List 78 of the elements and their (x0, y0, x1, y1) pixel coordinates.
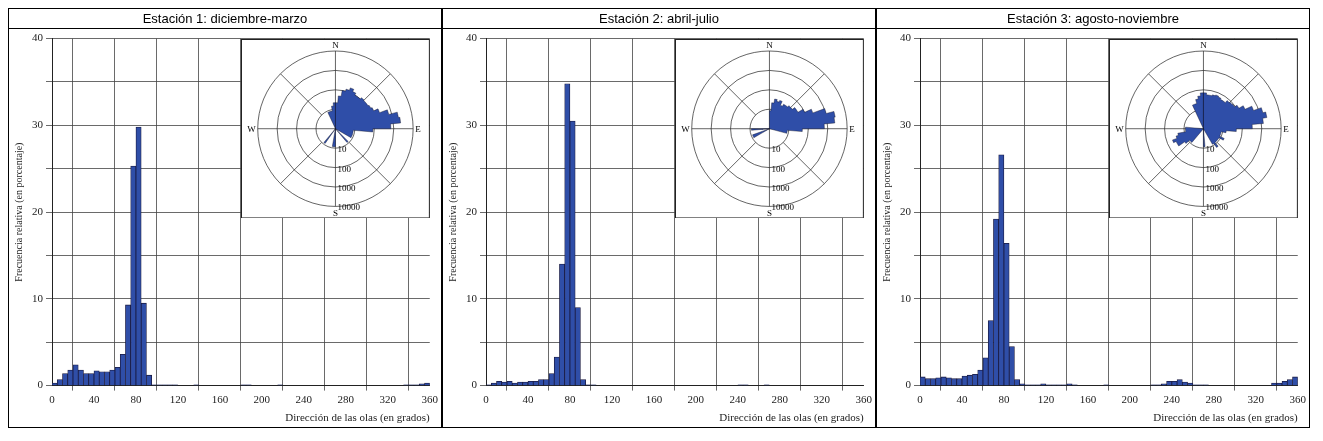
annotation: 100 (1205, 163, 1220, 174)
y-tick-label: 40 (900, 31, 912, 44)
annotation: S (1200, 208, 1206, 219)
x-tick-label: 240 (1163, 393, 1181, 406)
annotation: 10 (1205, 143, 1215, 154)
y-tick-label: 0 (37, 378, 44, 391)
x-tick-label: 40 (88, 393, 100, 406)
annotation: N (332, 39, 340, 50)
x-tick-label: 200 (1121, 393, 1139, 406)
x-tick-label: 280 (1205, 393, 1223, 406)
annotation: W (247, 123, 257, 134)
y-tick-label: 20 (900, 204, 912, 217)
x-tick-label: 160 (645, 393, 663, 406)
y-tick-label: 20 (32, 204, 44, 217)
x-tick-label: 80 (998, 393, 1010, 406)
y-axis-title: Frecuencia relativa (en porcentaje) (12, 142, 25, 282)
x-axis-title: Dirección de las olas (en grados) (285, 411, 431, 425)
x-tick-label: 160 (1079, 393, 1097, 406)
x-tick-label: 320 (813, 393, 831, 406)
annotation: 1000 (771, 182, 790, 193)
chart-title: Estación 3: agosto-noviembre (877, 9, 1309, 29)
x-tick-label: 360 (855, 393, 873, 406)
x-axis-title: Dirección de las olas (en grados) (1153, 411, 1299, 425)
annotation: N (1200, 39, 1208, 50)
annotation: 100 (771, 163, 786, 174)
annotation: 1000 (337, 182, 356, 193)
x-tick-label: 120 (169, 393, 187, 406)
chart-title: Estación 1: diciembre-marzo (9, 9, 441, 29)
annotation: W (681, 123, 691, 134)
annotation: 10000 (337, 202, 361, 213)
y-tick-label: 0 (905, 378, 912, 391)
x-tick-label: 40 (956, 393, 968, 406)
y-tick-label: 20 (466, 204, 478, 217)
y-tick-label: 10 (32, 291, 44, 304)
annotation: 100 (337, 163, 352, 174)
x-tick-label: 0 (49, 393, 56, 406)
y-axis-title: Frecuencia relativa (en porcentaje) (880, 142, 893, 282)
annotation: S (332, 208, 338, 219)
x-tick-label: 200 (687, 393, 705, 406)
annotation: 10000 (1205, 202, 1229, 213)
annotation: W (1115, 123, 1125, 134)
x-tick-label: 200 (253, 393, 271, 406)
x-tick-label: 320 (1247, 393, 1265, 406)
x-tick-label: 120 (1037, 393, 1055, 406)
annotation: N (766, 39, 774, 50)
annotation: 1000 (1205, 182, 1224, 193)
x-tick-label: 360 (1289, 393, 1307, 406)
y-tick-label: 30 (32, 118, 44, 131)
x-tick-label: 240 (295, 393, 313, 406)
x-tick-label: 160 (211, 393, 229, 406)
annotation: E (1283, 123, 1290, 134)
x-tick-label: 120 (603, 393, 621, 406)
y-tick-label: 40 (466, 31, 478, 44)
y-tick-label: 30 (900, 118, 912, 131)
annotation: 10000 (771, 202, 795, 213)
x-tick-label: 240 (729, 393, 747, 406)
y-tick-label: 0 (471, 378, 478, 391)
chart-title: Estación 2: abril-julio (443, 9, 875, 29)
annotation: 10 (771, 143, 781, 154)
x-tick-label: 360 (421, 393, 439, 406)
x-tick-label: 280 (771, 393, 789, 406)
annotation: S (766, 208, 772, 219)
y-tick-label: 10 (900, 291, 912, 304)
x-tick-label: 80 (130, 393, 142, 406)
x-tick-label: 280 (337, 393, 355, 406)
x-tick-label: 0 (483, 393, 490, 406)
annotation: E (849, 123, 856, 134)
y-axis-title: Frecuencia relativa (en porcentaje) (446, 142, 459, 282)
x-tick-label: 0 (917, 393, 924, 406)
y-tick-label: 30 (466, 118, 478, 131)
y-tick-label: 40 (32, 31, 44, 44)
x-tick-label: 320 (379, 393, 397, 406)
x-tick-label: 80 (564, 393, 576, 406)
x-tick-label: 40 (522, 393, 534, 406)
annotation: E (415, 123, 422, 134)
x-axis-title: Dirección de las olas (en grados) (719, 411, 865, 425)
y-tick-label: 10 (466, 291, 478, 304)
annotation: 10 (337, 143, 347, 154)
